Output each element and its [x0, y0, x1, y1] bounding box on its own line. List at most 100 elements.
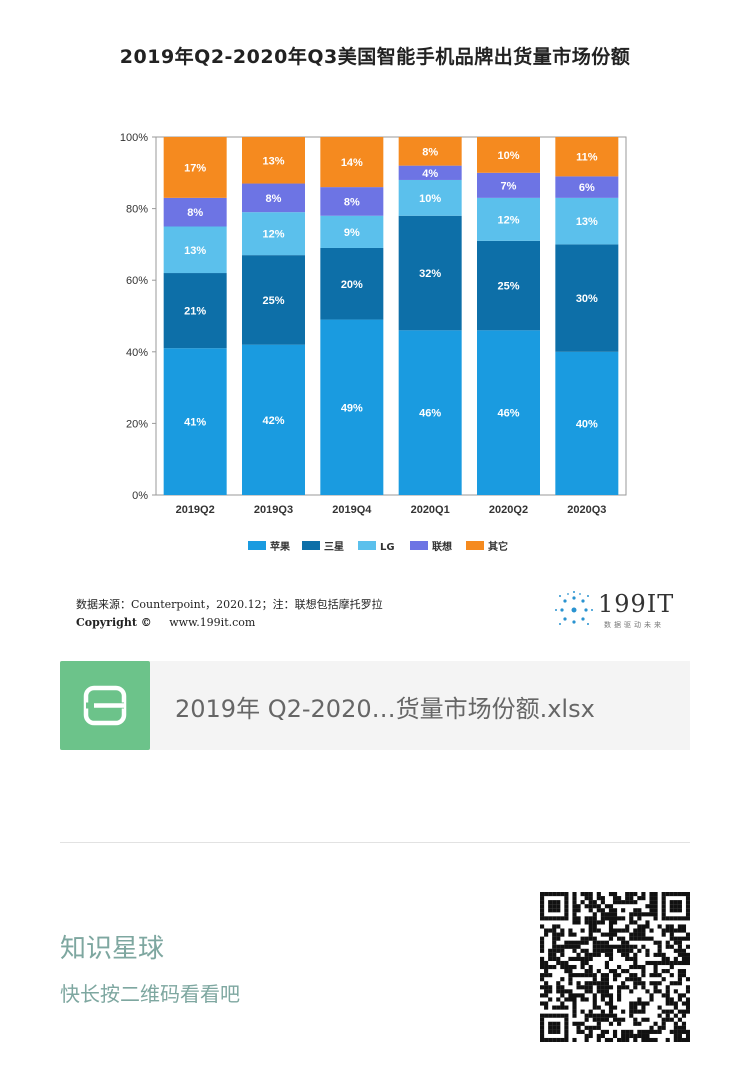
data-label: 8%	[187, 207, 203, 219]
plot-frame	[155, 136, 627, 496]
bar-segment	[242, 183, 305, 213]
bar-segment	[398, 215, 462, 331]
data-label: 8%	[266, 193, 282, 205]
bar-segment	[477, 330, 540, 495]
divider	[60, 842, 690, 843]
data-label: 4%	[422, 168, 438, 180]
bar-segment	[163, 273, 227, 349]
bar-segment	[242, 137, 305, 184]
bar-segment	[163, 197, 227, 227]
bar-segment	[555, 244, 619, 352]
bar-segment	[398, 137, 462, 166]
bar-segment	[398, 165, 462, 180]
y-tick-label: 0%	[132, 490, 148, 502]
x-tick-label: 2020Q3	[567, 504, 606, 516]
data-label: 13%	[262, 155, 284, 167]
y-tick-label: 60%	[126, 275, 148, 287]
y-tick-label: 40%	[126, 347, 148, 359]
bar-segment	[242, 344, 305, 495]
data-label: 25%	[262, 295, 284, 307]
legend-swatch	[410, 541, 428, 550]
website-text: www.199it.com	[169, 616, 256, 629]
y-tick-label: 20%	[126, 418, 148, 430]
y-tick-label: 100%	[120, 132, 148, 144]
brand-name: 知识星球	[60, 934, 165, 964]
data-label: 6%	[579, 182, 595, 194]
data-label: 13%	[576, 216, 598, 228]
bar-segment	[477, 172, 540, 198]
legend-swatch	[358, 541, 376, 550]
data-label: 10%	[497, 150, 519, 162]
bar-segment	[163, 137, 227, 198]
bar-segment	[320, 137, 384, 188]
data-label: 10%	[419, 193, 441, 205]
data-label: 46%	[419, 408, 441, 420]
data-label: 7%	[501, 180, 517, 192]
data-label: 13%	[184, 245, 206, 257]
199it-logo: 199IT 数据驱动未来	[552, 588, 682, 632]
data-label: 21%	[184, 306, 206, 318]
bar-segment	[398, 330, 462, 495]
stacked-bar-chart: 0% 20% 40% 60% 80% 100% 41% 21% 13% 8% 17% 2019Q2 42…	[120, 132, 627, 553]
legend-swatch	[302, 541, 320, 550]
y-tick-label: 80%	[126, 204, 148, 216]
bar-segment	[242, 212, 305, 256]
x-tick-label: 2020Q2	[489, 504, 528, 516]
bar-segment	[163, 226, 227, 274]
dandelion-logo-icon	[555, 591, 593, 625]
bar-segment	[320, 247, 384, 320]
legend-label: LG	[380, 542, 395, 553]
data-label: 17%	[184, 162, 206, 174]
bar-segment	[555, 197, 619, 245]
x-tick-label: 2020Q1	[411, 504, 450, 516]
legend-label: 三星	[324, 541, 344, 553]
data-label: 8%	[344, 196, 360, 208]
bar-segment	[477, 137, 540, 173]
data-label: 14%	[341, 157, 363, 169]
data-label: 9%	[344, 227, 360, 239]
data-label: 46%	[497, 408, 519, 420]
bar-segment	[555, 351, 619, 495]
data-label: 11%	[576, 152, 598, 164]
legend-label: 其它	[488, 540, 508, 553]
bar-segment	[163, 348, 227, 495]
data-label: 12%	[497, 214, 519, 226]
attachment-filename: 2019年 Q2-2020…货量市场份额.xlsx	[175, 695, 595, 723]
data-label: 32%	[419, 268, 441, 280]
attachment-card[interactable]: 2019年 Q2-2020…货量市场份额.xlsx	[60, 661, 690, 750]
bar-segment	[477, 197, 540, 241]
logo-wordmark: 199IT	[598, 590, 675, 618]
data-label: 8%	[422, 146, 438, 158]
data-label: 42%	[262, 415, 284, 427]
qr-code-icon[interactable]	[540, 892, 690, 1042]
bar-segment	[555, 137, 619, 177]
qr-hint: 快长按二维码看看吧	[60, 982, 240, 1006]
bar-segment	[477, 240, 540, 331]
chart-image-card: 2019年Q2-2020年Q3美国智能手机品牌出货量市场份额 0% 20% 40% 6…	[76, 46, 682, 632]
copyright-label: Copyright ©	[76, 616, 152, 629]
bar-segment	[320, 319, 384, 495]
bar-segment	[242, 255, 305, 345]
data-label: 40%	[576, 418, 598, 430]
bar-segment	[398, 179, 462, 216]
data-label: 30%	[576, 293, 598, 305]
x-tick-label: 2019Q2	[176, 504, 215, 516]
chart-title: 2019年Q2-2020年Q3美国智能手机品牌出货量市场份额	[119, 46, 631, 68]
spreadsheet-icon	[60, 661, 150, 750]
legend-swatch	[248, 541, 266, 550]
bar-segment	[320, 187, 384, 216]
data-source-note: 数据来源：Counterpoint，2020.12；注：联想包括摩托罗拉	[76, 598, 383, 611]
x-tick-label: 2019Q4	[332, 504, 372, 516]
legend-label: 联想	[432, 540, 452, 553]
data-label: 41%	[184, 417, 206, 429]
data-label: 12%	[262, 229, 284, 241]
bar-segment	[320, 215, 384, 248]
legend-swatch	[466, 541, 484, 550]
bar-segment	[555, 176, 619, 198]
legend-label: 苹果	[270, 540, 291, 553]
x-tick-label: 2019Q3	[254, 504, 293, 516]
logo-slogan: 数据驱动未来	[604, 621, 664, 629]
copyright-line: Copyright © www.199it.com	[76, 616, 255, 629]
data-label: 49%	[341, 402, 363, 414]
data-label: 20%	[341, 279, 363, 291]
